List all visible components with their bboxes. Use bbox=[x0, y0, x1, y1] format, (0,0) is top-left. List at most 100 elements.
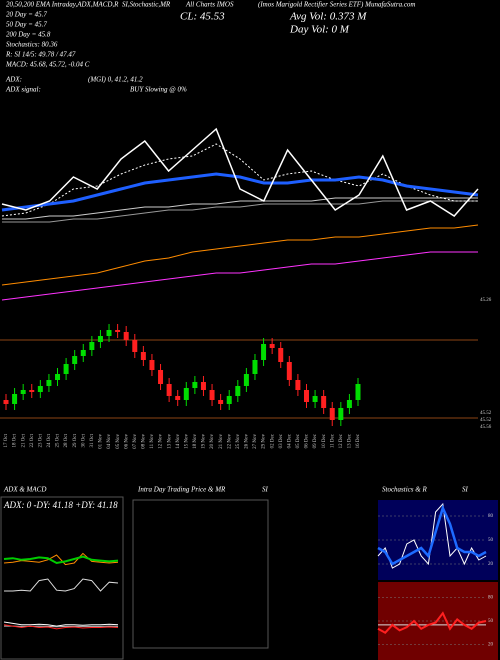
x-tick-label: 09 Dec bbox=[313, 433, 318, 448]
x-tick-label: 14 Nov bbox=[176, 434, 181, 449]
y-tick-label: 20 bbox=[488, 562, 494, 567]
series-line bbox=[3, 552, 119, 566]
series-line bbox=[377, 504, 487, 566]
x-tick-label: 10 Dec bbox=[322, 433, 327, 448]
x-tick-label: 24 Oct bbox=[47, 433, 52, 447]
series-line bbox=[4, 578, 119, 592]
legend-text: 200 Day = 45.8 bbox=[6, 31, 51, 39]
x-tick-label: 08 Nov bbox=[142, 434, 147, 449]
avg-volume: Avg Vol: 0.373 M bbox=[289, 11, 367, 23]
x-tick-label: 25 Oct bbox=[56, 433, 61, 447]
series-line bbox=[1, 172, 479, 212]
x-tick-label: 28 Oct bbox=[64, 433, 69, 447]
x-tick-label: 07 Nov bbox=[133, 434, 138, 449]
x-tick-label: 29 Oct bbox=[73, 433, 78, 447]
candle-body bbox=[97, 336, 103, 342]
legend-text: ADX: bbox=[5, 76, 22, 84]
candle-body bbox=[218, 400, 224, 404]
series-line bbox=[377, 611, 487, 634]
candle-body bbox=[235, 386, 241, 396]
x-tick-label: 22 Nov bbox=[227, 434, 232, 449]
panel-title: Intra Day Trading Price & MR bbox=[137, 486, 226, 494]
candle-body bbox=[338, 408, 344, 420]
x-tick-label: 12 Dec bbox=[339, 433, 344, 448]
legend-text: 50 Day = 45.7 bbox=[6, 21, 47, 29]
candle-body bbox=[20, 390, 26, 394]
header-text: 20,50,200 EMA Intraday,ADX,MACD,R bbox=[6, 1, 119, 9]
candle-body bbox=[140, 352, 146, 360]
candle-body bbox=[132, 340, 138, 352]
candle-body bbox=[123, 332, 129, 340]
panel-subtitle: SI bbox=[462, 486, 469, 494]
x-tick-label: 25 Nov bbox=[236, 434, 241, 449]
x-tick-label: 22 Oct bbox=[30, 433, 35, 447]
x-tick-label: 13 Nov bbox=[167, 434, 172, 449]
candle-body bbox=[115, 330, 121, 332]
series-line bbox=[3, 621, 119, 627]
x-tick-label: 29 Nov bbox=[262, 434, 267, 449]
price-label: 45.52 bbox=[480, 418, 492, 423]
intraday-panel bbox=[132, 499, 269, 649]
candle-body bbox=[209, 390, 215, 400]
candle-body bbox=[80, 350, 86, 356]
candle-body bbox=[243, 374, 249, 386]
candle-body bbox=[312, 396, 318, 402]
legend-text: 20 Day = 45.7 bbox=[6, 11, 47, 19]
x-tick-label: 11 Nov bbox=[150, 434, 155, 449]
legend-text: BUY Slowing @ 0% bbox=[130, 86, 187, 94]
x-tick-label: 23 Oct bbox=[38, 433, 43, 447]
series-line bbox=[3, 555, 119, 565]
candle-body bbox=[261, 344, 267, 360]
day-volume: Day Vol: 0 M bbox=[289, 24, 350, 36]
series-line bbox=[1, 224, 479, 286]
series-line bbox=[2, 197, 478, 220]
y-tick-label: 20 bbox=[488, 643, 494, 648]
x-tick-label: 18 Oct bbox=[13, 433, 18, 447]
close-price: CL: 45.53 bbox=[180, 11, 225, 23]
candle-body bbox=[55, 374, 61, 380]
candle-body bbox=[158, 370, 164, 384]
legend-text: (MGI) 0, 41.2, 41.2 bbox=[88, 76, 143, 84]
adx-values: ADX: 0 -DY: 41.18 +DY: 41.18 bbox=[3, 500, 118, 510]
x-tick-label: 27 Nov bbox=[253, 434, 258, 449]
x-tick-label: 16 Dec bbox=[356, 433, 361, 448]
x-tick-label: 21 Nov bbox=[219, 434, 224, 449]
candle-body bbox=[183, 388, 189, 400]
candle-body bbox=[37, 386, 43, 392]
candle-body bbox=[278, 348, 284, 362]
candle-body bbox=[269, 344, 275, 348]
x-tick-label: 06 Nov bbox=[124, 434, 129, 449]
price-label: 45.56 bbox=[480, 425, 492, 430]
header-text: SI,Stochastic,MR bbox=[122, 1, 171, 9]
price-label: 45.26 bbox=[480, 298, 492, 303]
legend-text: Stochastics: 80.36 bbox=[6, 41, 58, 49]
candle-body bbox=[89, 342, 95, 350]
candle-body bbox=[192, 382, 198, 388]
x-tick-label: 31 Oct bbox=[90, 433, 95, 447]
panel-title: ADX & MACD bbox=[3, 486, 46, 494]
candle-body bbox=[329, 408, 335, 420]
x-tick-label: 01 Nov bbox=[99, 434, 104, 449]
legend-text: ADX signal: bbox=[5, 86, 41, 94]
x-tick-label: 04 Dec bbox=[287, 433, 292, 448]
x-tick-label: 21 Oct bbox=[21, 433, 26, 447]
candle-body bbox=[63, 364, 69, 374]
x-tick-label: 04 Nov bbox=[107, 434, 112, 449]
x-tick-label: 11 Dec bbox=[330, 433, 335, 448]
candle-body bbox=[106, 330, 112, 336]
candle-body bbox=[226, 396, 232, 404]
x-tick-label: 05 Dec bbox=[296, 433, 301, 448]
panel-subtitle: SI bbox=[262, 486, 269, 494]
candle-body bbox=[321, 396, 327, 408]
series-line bbox=[1, 143, 478, 217]
x-tick-label: 05 Nov bbox=[116, 434, 121, 449]
y-tick-label: 50 bbox=[488, 619, 494, 624]
y-tick-label: 50 bbox=[488, 538, 494, 543]
series-line bbox=[4, 625, 119, 628]
x-tick-label: 19 Nov bbox=[202, 434, 207, 449]
candle-body bbox=[3, 400, 9, 404]
x-tick-label: 20 Nov bbox=[210, 434, 215, 449]
x-tick-label: 13 Dec bbox=[348, 433, 353, 448]
candle-body bbox=[175, 396, 181, 400]
